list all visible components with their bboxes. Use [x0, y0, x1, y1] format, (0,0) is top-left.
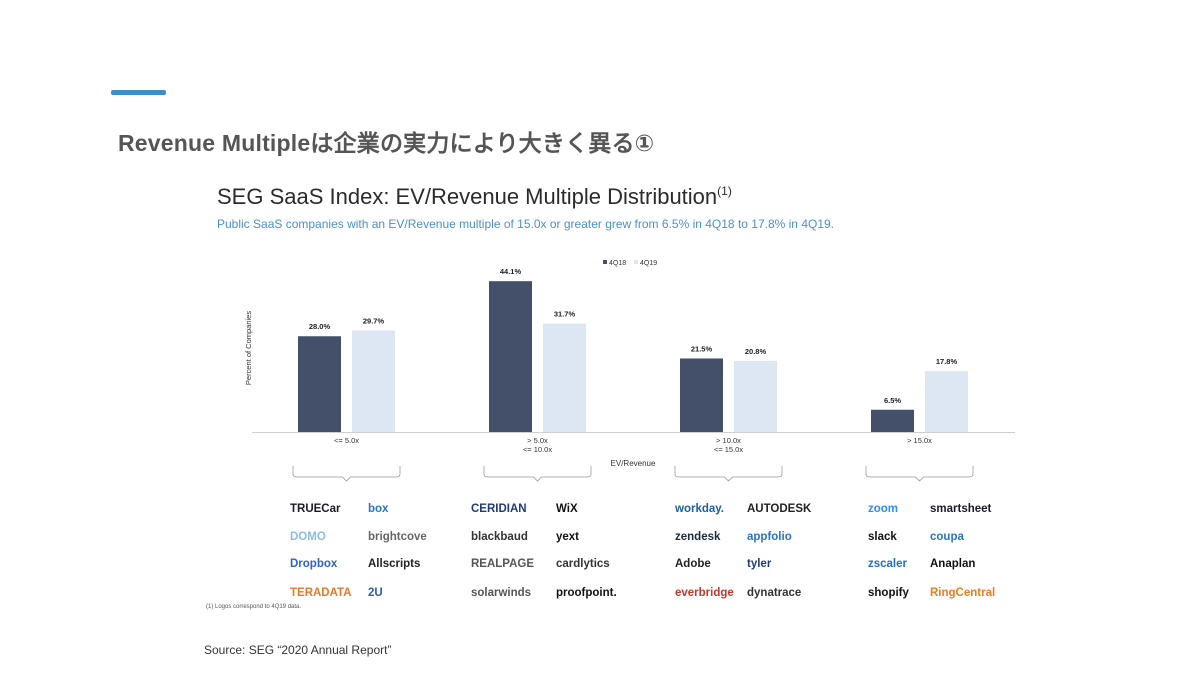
company-logo-proofpoint: proofpoint.	[556, 587, 617, 599]
footnote: (1) Logos correspond to 4Q19 data.	[206, 604, 302, 610]
x-tick-label-2-0: > 10.0x	[716, 436, 741, 445]
company-logo-shopify: shopify	[868, 587, 909, 599]
company-logo-dropbox: Dropbox	[290, 558, 338, 570]
x-tick-label-3-0: > 15.0x	[907, 436, 932, 445]
bar-4q19-2	[734, 360, 777, 432]
x-tick-label-1-1: <= 10.0x	[523, 445, 552, 454]
data-label-4q19-2: 20.8%	[745, 347, 767, 356]
bar-4q19-0	[352, 330, 395, 432]
company-logo-wix: WiX	[556, 503, 578, 515]
company-logo-box: box	[368, 503, 389, 515]
legend-label-4q18: 4Q18	[609, 260, 626, 267]
data-label-4q18-3: 6.5%	[884, 396, 901, 405]
logo-bracket-0	[292, 466, 401, 482]
legend-swatch-4q19	[634, 260, 638, 264]
company-logo-cardlytics: cardlytics	[556, 558, 610, 570]
chart-title: SEG SaaS Index: EV/Revenue Multiple Dist…	[217, 184, 732, 210]
legend-swatch-4q18	[603, 260, 607, 264]
x-axis-label: EV/Revenue	[611, 459, 656, 468]
data-label-4q19-0: 29.7%	[363, 316, 385, 325]
company-logo-brightcove: brightcove	[368, 531, 427, 543]
x-tick-label-2-1: <= 15.0x	[714, 445, 743, 454]
logo-bracket-2	[674, 466, 783, 482]
chart-title-superscript: (1)	[717, 184, 732, 198]
company-logo-teradata: TERADATA	[290, 587, 352, 599]
company-logo-2u: 2U	[368, 587, 383, 599]
chart-title-text: SEG SaaS Index: EV/Revenue Multiple Dist…	[217, 184, 718, 209]
slide-title: Revenue Multipleは企業の実力により大きく異る①	[118, 130, 655, 156]
data-label-4q19-3: 17.8%	[936, 357, 958, 366]
company-logo-zendesk: zendesk	[675, 531, 721, 543]
company-logo-workday: workday.	[675, 503, 724, 515]
bar-4q19-1	[543, 323, 586, 432]
company-logo-blackbaud: blackbaud	[471, 531, 528, 543]
data-label-4q18-2: 21.5%	[691, 344, 713, 353]
bar-4q18-3	[871, 409, 914, 432]
bar-4q18-2	[680, 358, 723, 432]
x-tick-label-1-0: > 5.0x	[527, 436, 548, 445]
bar-4q18-0	[298, 336, 341, 432]
logo-bracket-1	[483, 466, 592, 482]
data-label-4q18-0: 28.0%	[309, 322, 331, 331]
company-logo-yext: yext	[556, 531, 580, 543]
company-logo-anaplan: Anaplan	[930, 558, 976, 570]
bar-4q19-3	[925, 371, 968, 432]
company-logo-smartsheet: smartsheet	[930, 503, 992, 515]
company-logo-ringcentral: RingCentral	[930, 587, 996, 599]
company-logo-solarwinds: solarwinds	[471, 587, 532, 599]
bar-4q18-1	[489, 281, 532, 432]
x-tick-label-0-0: <= 5.0x	[334, 436, 359, 445]
company-logo-ceridian: CERIDIAN	[471, 503, 527, 515]
company-logo-zoom: zoom	[868, 503, 899, 515]
company-logo-autodesk: AUTODESK	[747, 503, 812, 515]
company-logo-dynatrace: dynatrace	[747, 587, 802, 599]
company-logo-realpage: REALPAGE	[471, 558, 535, 570]
company-logo-adobe: Adobe	[675, 558, 711, 570]
company-logo-everbridge: everbridge	[675, 587, 734, 599]
logo-bracket-3	[865, 466, 974, 482]
chart-subtitle: Public SaaS companies with an EV/Revenue…	[217, 217, 835, 231]
company-logo-truecar: TRUECar	[290, 503, 341, 515]
company-logo-slack: slack	[868, 531, 897, 543]
company-logo-zscaler: zscaler	[868, 558, 908, 570]
company-logo-tyler: tyler	[747, 558, 772, 570]
company-logo-allscripts: Allscripts	[368, 558, 421, 570]
legend-label-4q19: 4Q19	[640, 260, 657, 267]
company-logo-coupa: coupa	[930, 531, 964, 543]
company-logo-appfolio: appfolio	[747, 531, 792, 543]
accent-bar	[111, 90, 166, 95]
y-axis-label: Percent of Companies	[244, 311, 253, 385]
data-label-4q18-1: 44.1%	[500, 267, 522, 276]
source-note: Source: SEG “2020 Annual Report”	[204, 643, 392, 657]
company-logo-domo: DOMO	[290, 531, 326, 543]
data-label-4q19-1: 31.7%	[554, 310, 576, 319]
